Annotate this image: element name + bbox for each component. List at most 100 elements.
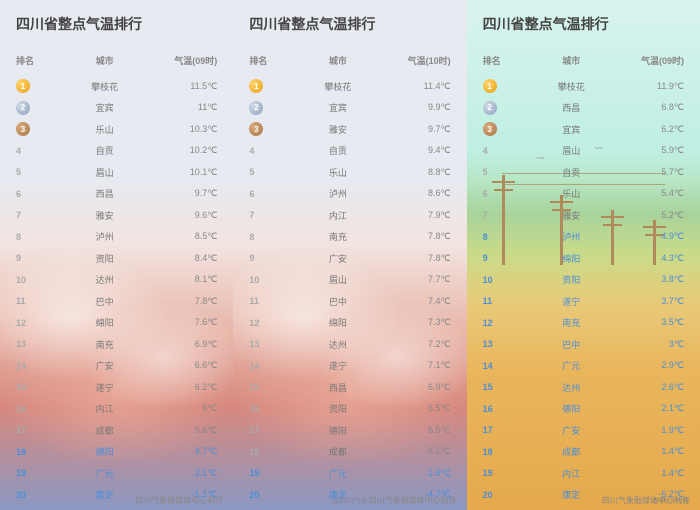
rank-cell: 17 <box>249 425 297 435</box>
city-cell: 成都 <box>298 445 379 458</box>
city-cell: 攀枝花 <box>64 80 145 93</box>
table-row: 4自贡10.2℃ <box>16 140 217 162</box>
header-city: 城市 <box>531 54 612 67</box>
rank-cell: 1 <box>16 79 64 93</box>
medal-1-icon: 1 <box>249 79 263 93</box>
header-rank: 排名 <box>16 54 64 67</box>
panel-2-rows: 1攀枝花11.4℃2宜宾9.9℃3雅安9.7℃4自贡9.4℃5乐山8.8℃6泸州… <box>249 76 450 510</box>
temp-cell: 8.5℃ <box>145 231 217 242</box>
rank-cell: 7 <box>16 210 64 220</box>
rank-cell: 2 <box>249 101 297 115</box>
temp-cell: 6.8℃ <box>612 102 684 113</box>
header-temp: 气温(09时) <box>145 54 217 67</box>
rank-cell: 12 <box>16 318 64 328</box>
table-row: 5眉山10.1℃ <box>16 162 217 184</box>
temp-cell: 9.4℃ <box>378 145 450 156</box>
table-row: 19内江1.4℃ <box>483 463 684 485</box>
table-row: 14广安6.6℃ <box>16 355 217 377</box>
city-cell: 达州 <box>64 273 145 286</box>
rank-cell: 3 <box>16 122 64 136</box>
temp-cell: 7.2℃ <box>378 339 450 350</box>
city-cell: 西昌 <box>298 381 379 394</box>
city-cell: 泸州 <box>531 230 612 243</box>
city-cell: 宜宾 <box>64 101 145 114</box>
city-cell: 资阳 <box>531 273 612 286</box>
city-cell: 攀枝花 <box>298 80 379 93</box>
city-cell: 成都 <box>64 424 145 437</box>
header-temp: 气温(10时) <box>378 54 450 67</box>
city-cell: 西昌 <box>531 101 612 114</box>
panel-1-footer: 四川气象融媒体中心制作 <box>135 495 223 506</box>
table-row: 21马尔康-3.3℃ <box>16 506 217 510</box>
city-cell: 南充 <box>531 316 612 329</box>
city-cell: 资阳 <box>298 402 379 415</box>
city-cell: 广元 <box>298 467 379 480</box>
temp-cell: 9.6℃ <box>145 210 217 221</box>
table-row: 6泸州8.6℃ <box>249 183 450 205</box>
panel-1-title: 四川省整点气温排行 <box>16 14 217 34</box>
temp-cell: 6.2℃ <box>145 382 217 393</box>
table-row: 9广安7.8℃ <box>249 248 450 270</box>
temp-cell: 10.3℃ <box>145 124 217 135</box>
city-cell: 巴中 <box>64 295 145 308</box>
medal-1-icon: 1 <box>16 79 30 93</box>
city-cell: 绵阳 <box>531 252 612 265</box>
rank-cell: 2 <box>16 101 64 115</box>
table-row: 2西昌6.8℃ <box>483 97 684 119</box>
temp-cell: 4.3℃ <box>612 253 684 264</box>
table-row: 8泸州8.5℃ <box>16 226 217 248</box>
table-row: 10达州8.1℃ <box>16 269 217 291</box>
temp-cell: 5.6℃ <box>145 425 217 436</box>
rank-cell: 17 <box>16 425 64 435</box>
rank-cell: 12 <box>249 318 297 328</box>
table-row: 16德阳2.1℃ <box>483 398 684 420</box>
rank-cell: 19 <box>483 468 531 478</box>
rank-cell: 16 <box>16 404 64 414</box>
table-row: 5乐山8.8℃ <box>249 162 450 184</box>
table-row: 8泸州4.9℃ <box>483 226 684 248</box>
table-row: 6西昌9.7℃ <box>16 183 217 205</box>
rank-cell: 13 <box>16 339 64 349</box>
city-cell: 自贡 <box>298 144 379 157</box>
temp-cell: 2.9℃ <box>612 360 684 371</box>
table-row: 2宜宾11℃ <box>16 97 217 119</box>
rank-cell: 15 <box>16 382 64 392</box>
table-row: 15遂宁6.2℃ <box>16 377 217 399</box>
table-row: 21马尔康-9.7℃ <box>483 506 684 510</box>
temp-cell: 3℃ <box>612 339 684 350</box>
city-cell: 宜宾 <box>531 123 612 136</box>
table-row: 17成都5.6℃ <box>16 420 217 442</box>
temp-cell: 3.5℃ <box>612 317 684 328</box>
city-cell: 广元 <box>64 467 145 480</box>
temp-cell: 5.7℃ <box>612 167 684 178</box>
city-cell: 眉山 <box>531 144 612 157</box>
rank-cell: 6 <box>483 189 531 199</box>
temp-cell: 6.2℃ <box>612 124 684 135</box>
city-cell: 德阳 <box>298 424 379 437</box>
panel-3-title: 四川省整点气温排行 <box>483 14 684 34</box>
rank-cell: 5 <box>16 167 64 177</box>
temp-cell: 4.7℃ <box>145 446 217 457</box>
city-cell: 内江 <box>298 209 379 222</box>
temp-cell: 8.4℃ <box>145 253 217 264</box>
temp-cell: 3.8℃ <box>612 274 684 285</box>
rank-cell: 3 <box>483 122 531 136</box>
temp-cell: 7.8℃ <box>145 296 217 307</box>
city-cell: 雅安 <box>531 209 612 222</box>
rank-cell: 11 <box>483 296 531 306</box>
table-row: 13巴中3℃ <box>483 334 684 356</box>
table-row: 15达州2.6℃ <box>483 377 684 399</box>
temp-cell: 8.1℃ <box>145 274 217 285</box>
rank-cell: 16 <box>249 404 297 414</box>
table-row: 4自贡9.4℃ <box>249 140 450 162</box>
city-cell: 宜宾 <box>298 101 379 114</box>
panel-1: 四川省整点气温排行 排名 城市 气温(09时) 1攀枝花11.5℃2宜宾11℃3… <box>0 0 233 510</box>
rank-cell: 19 <box>249 468 297 478</box>
rank-cell: 18 <box>249 447 297 457</box>
rank-cell: 3 <box>249 122 297 136</box>
city-cell: 达州 <box>531 381 612 394</box>
city-cell: 广安 <box>64 359 145 372</box>
temp-cell: 6.9℃ <box>378 382 450 393</box>
rank-cell: 20 <box>483 490 531 500</box>
panel-1-rows: 1攀枝花11.5℃2宜宾11℃3乐山10.3℃4自贡10.2℃5眉山10.1℃6… <box>16 76 217 510</box>
